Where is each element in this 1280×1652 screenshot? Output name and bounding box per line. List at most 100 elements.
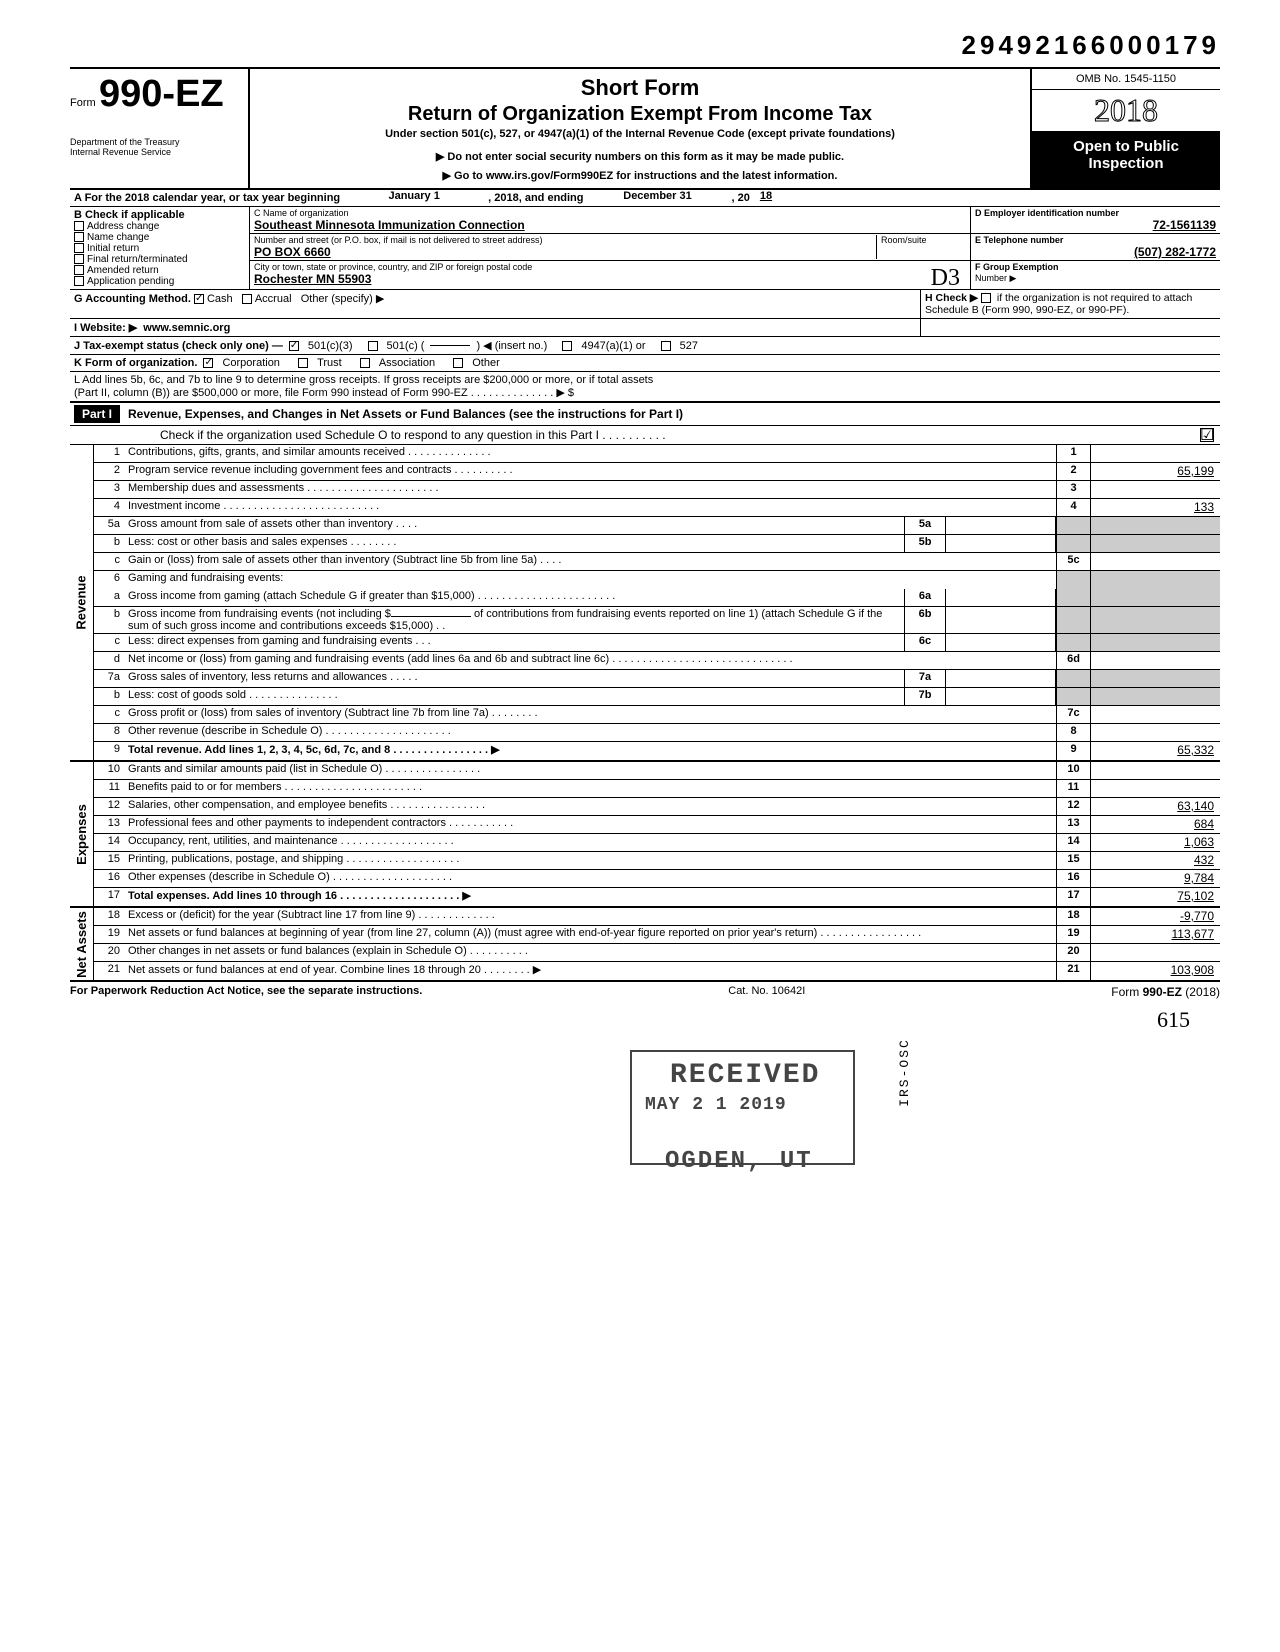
line-8-text: Other revenue (describe in Schedule O) .…: [126, 724, 1056, 741]
street-label: Number and street (or P.O. box, if mail …: [254, 235, 876, 245]
line-21-text: Net assets or fund balances at end of ye…: [126, 962, 1056, 980]
paperwork-notice: For Paperwork Reduction Act Notice, see …: [70, 985, 422, 999]
return-title: Return of Organization Exempt From Incom…: [258, 103, 1022, 126]
form-number: 990-EZ: [99, 73, 224, 116]
line-9-value: 65,332: [1090, 742, 1220, 760]
chk-other-org[interactable]: [453, 358, 463, 368]
chk-h[interactable]: [981, 293, 991, 303]
line-10-value: [1090, 762, 1220, 779]
under-section: Under section 501(c), 527, or 4947(a)(1)…: [258, 128, 1022, 140]
line-11-value: [1090, 780, 1220, 797]
expenses-section: Expenses 10Grants and similar amounts pa…: [70, 762, 1220, 908]
line-4-text: Investment income . . . . . . . . . . . …: [126, 499, 1056, 516]
chk-app-pending[interactable]: Application pending: [74, 276, 245, 287]
cat-number: Cat. No. 10642I: [422, 985, 1111, 999]
line-14-value: 1,063: [1090, 834, 1220, 851]
page-footer: For Paperwork Reduction Act Notice, see …: [70, 982, 1220, 999]
line-16-value: 9,784: [1090, 870, 1220, 887]
line-6b-text: Gross income from fundraising events (no…: [126, 607, 904, 633]
tax-year: 2018: [1032, 90, 1220, 132]
col-b-checkboxes: B Check if applicable Address change Nam…: [70, 207, 250, 289]
line-15-value: 432: [1090, 852, 1220, 869]
chk-address-change[interactable]: Address change: [74, 221, 245, 232]
chk-final-return[interactable]: Final return/terminated: [74, 254, 245, 265]
k-label: K Form of organization.: [74, 357, 197, 369]
line-17-text: Total expenses. Add lines 10 through 16 …: [126, 888, 1056, 906]
expenses-lines: 10Grants and similar amounts paid (list …: [94, 762, 1220, 906]
line-7c-text: Gross profit or (loss) from sales of inv…: [126, 706, 1056, 723]
phone-label: E Telephone number: [975, 235, 1216, 245]
chk-assoc[interactable]: [360, 358, 370, 368]
chk-accrual[interactable]: [242, 294, 252, 304]
form-header: Form 990-EZ Department of the Treasury I…: [70, 67, 1220, 190]
ein-row: D Employer identification number 72-1561…: [971, 207, 1220, 234]
line-i-row: I Website: ▶ www.semnic.org: [70, 319, 1220, 337]
chk-527[interactable]: [661, 341, 671, 351]
g-other: Other (specify) ▶: [301, 293, 385, 305]
revenue-sidelabel: Revenue: [70, 445, 94, 760]
line-2-text: Program service revenue including govern…: [126, 463, 1056, 480]
handwritten-d3: D3: [931, 265, 960, 292]
line-6d-text: Net income or (loss) from gaming and fun…: [126, 652, 1056, 669]
ein-label: D Employer identification number: [975, 208, 1216, 218]
line-4-value: 133: [1090, 499, 1220, 516]
line-18-value: -9,770: [1090, 908, 1220, 925]
j-label: J Tax-exempt status (check only one) —: [74, 340, 283, 352]
line-12-value: 63,140: [1090, 798, 1220, 815]
line-10-text: Grants and similar amounts paid (list in…: [126, 762, 1056, 779]
line-g: G Accounting Method. Cash Accrual Other …: [70, 290, 920, 318]
org-name-value: Southeast Minnesota Immunization Connect…: [254, 218, 966, 232]
year-end: December 31: [588, 190, 728, 206]
line-a-suffix: , 20: [728, 190, 754, 206]
chk-501c[interactable]: [368, 341, 378, 351]
chk-corp[interactable]: [203, 358, 213, 368]
header-left: Form 990-EZ Department of the Treasury I…: [70, 69, 250, 188]
line-7c-value: [1090, 706, 1220, 723]
chk-amended-return[interactable]: Amended return: [74, 265, 245, 276]
group-label: F Group Exemption: [975, 262, 1059, 272]
line-9-text: Total revenue. Add lines 1, 2, 3, 4, 5c,…: [126, 742, 1056, 760]
line-14-text: Occupancy, rent, utilities, and maintena…: [126, 834, 1056, 851]
handwritten-615: 615: [70, 1007, 1220, 1033]
line-19-value: 113,677: [1090, 926, 1220, 943]
ein-value: 72-1561139: [975, 218, 1216, 232]
netassets-sidelabel: Net Assets: [70, 908, 94, 980]
group-number-label: Number ▶: [975, 273, 1016, 283]
chk-cash[interactable]: [194, 294, 204, 304]
street-value: PO BOX 6660: [254, 245, 876, 259]
chk-trust[interactable]: [298, 358, 308, 368]
omb-number: OMB No. 1545-1150: [1032, 69, 1220, 90]
netassets-section: Net Assets 18Excess or (deficit) for the…: [70, 908, 1220, 982]
year-begin: January 1: [344, 190, 484, 206]
year-value: 2018: [1094, 92, 1158, 128]
chk-501c3[interactable]: [289, 341, 299, 351]
line-1-value: [1090, 445, 1220, 462]
line-2-value: 65,199: [1090, 463, 1220, 480]
header-right: OMB No. 1545-1150 2018 Open to Public In…: [1030, 69, 1220, 188]
line-12-text: Salaries, other compensation, and employ…: [126, 798, 1056, 815]
phone-row: E Telephone number (507) 282-1772: [971, 234, 1220, 261]
line-6d-value: [1090, 652, 1220, 669]
line-a-prefix: A For the 2018 calendar year, or tax yea…: [70, 190, 344, 206]
form-990ez-page: 29492166000179 Form 990-EZ Department of…: [70, 30, 1220, 1033]
year-yy: 18: [760, 190, 772, 206]
chk-schedule-o[interactable]: [1200, 428, 1214, 442]
line-7b-text: Less: cost of goods sold . . . . . . . .…: [126, 688, 904, 705]
line-k: K Form of organization. Corporation Trus…: [70, 355, 1220, 372]
chk-name-change[interactable]: Name change: [74, 232, 245, 243]
line-g-h: G Accounting Method. Cash Accrual Other …: [70, 290, 1220, 319]
received-stamp: RECEIVED: [670, 1060, 820, 1091]
chk-4947[interactable]: [562, 341, 572, 351]
col-c-org: C Name of organization Southeast Minneso…: [250, 207, 970, 289]
chk-initial-return[interactable]: Initial return: [74, 243, 245, 254]
city-row: City or town, state or province, country…: [250, 261, 970, 287]
line-a-tax-year: A For the 2018 calendar year, or tax yea…: [70, 190, 1220, 207]
line-11-text: Benefits paid to or for members . . . . …: [126, 780, 1056, 797]
line-17-value: 75,102: [1090, 888, 1220, 906]
col-def: D Employer identification number 72-1561…: [970, 207, 1220, 289]
line-20-text: Other changes in net assets or fund bala…: [126, 944, 1056, 961]
ssn-warning: ▶ Do not enter social security numbers o…: [258, 150, 1022, 163]
irs-osc-stamp: IRS-OSC: [897, 1038, 912, 1107]
expenses-sidelabel: Expenses: [70, 762, 94, 906]
revenue-section: Revenue 1Contributions, gifts, grants, a…: [70, 445, 1220, 762]
